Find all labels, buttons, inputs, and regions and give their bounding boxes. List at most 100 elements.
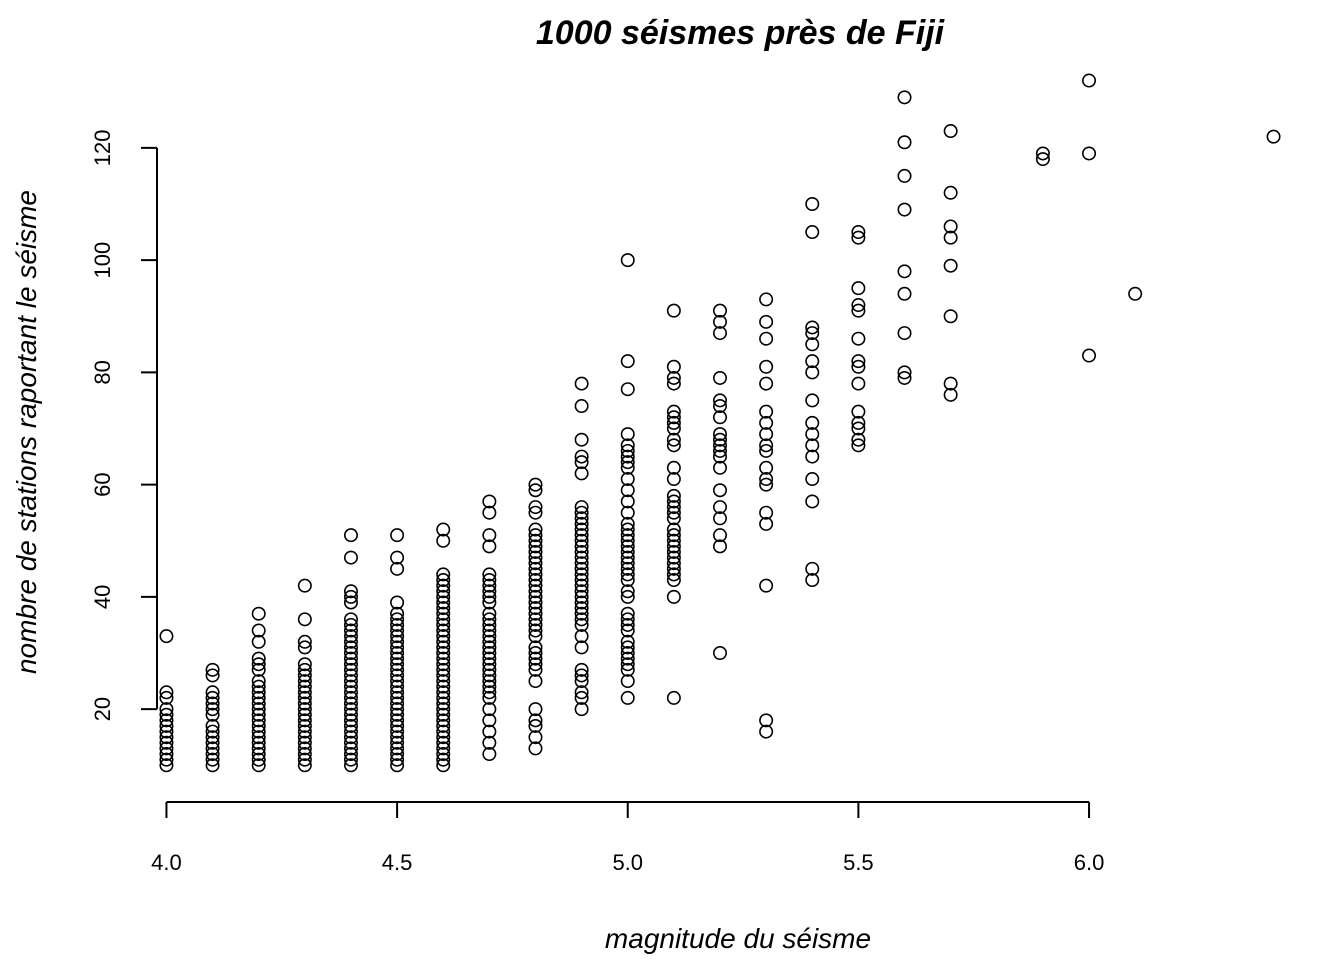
data-point [712,460,727,475]
data-point [436,646,451,661]
data-point [759,404,774,419]
data-point [574,606,589,621]
data-point [205,696,220,711]
data-point [897,365,912,380]
data-point [436,741,451,756]
data-point [620,606,635,621]
data-point [343,702,358,717]
data-point [759,516,774,531]
data-point [251,718,266,733]
data-point [297,735,312,750]
data-point [251,690,266,705]
data-point [482,657,497,672]
data-point [390,696,405,711]
data-point [159,747,174,762]
data-point [805,196,820,211]
y-tick-label: 40 [90,585,115,609]
data-point [666,573,681,588]
x-tick-label: 4.5 [382,850,413,875]
data-point [159,685,174,700]
data-point [666,511,681,526]
data-point [251,679,266,694]
data-point [436,589,451,604]
data-point [712,399,727,414]
data-point [390,606,405,621]
data-point [620,505,635,520]
data-point [343,629,358,644]
data-point [574,668,589,683]
data-point [390,690,405,705]
data-point [805,472,820,487]
data-point [666,533,681,548]
data-point [436,702,451,717]
data-point [666,561,681,576]
data-points [159,73,1281,773]
data-point [574,550,589,565]
data-point [574,584,589,599]
data-point [436,707,451,722]
data-point [805,438,820,453]
data-point [390,735,405,750]
data-point [436,567,451,582]
data-point [620,438,635,453]
data-point [620,657,635,672]
data-point [805,561,820,576]
data-point [205,724,220,739]
data-point [436,623,451,638]
data-point [666,410,681,425]
data-point [297,657,312,672]
data-point [805,494,820,509]
data-point [620,556,635,571]
data-point [620,612,635,627]
data-point [297,696,312,711]
data-point [528,730,543,745]
data-point [436,612,451,627]
data-point [666,550,681,565]
data-point [159,718,174,733]
data-point [759,443,774,458]
data-point [390,747,405,762]
data-point [805,365,820,380]
data-point [390,595,405,610]
data-point [666,421,681,436]
data-point [251,657,266,672]
data-point [482,612,497,627]
data-point [620,494,635,509]
data-point [528,718,543,733]
data-point [436,735,451,750]
data-point [436,634,451,649]
data-point [436,752,451,767]
data-point [574,662,589,677]
data-point [666,556,681,571]
data-point [297,747,312,762]
data-point [482,589,497,604]
data-point [805,225,820,240]
data-point [574,556,589,571]
data-point [436,595,451,610]
data-point [528,657,543,672]
data-point [482,713,497,728]
data-point [390,707,405,722]
data-point [528,561,543,576]
data-point [251,707,266,722]
data-point [620,690,635,705]
data-point [897,370,912,385]
data-point [620,522,635,537]
data-point [759,713,774,728]
data-point [482,623,497,638]
data-point [620,539,635,554]
data-point [297,741,312,756]
data-point [528,522,543,537]
data-point [1035,146,1050,161]
data-point [666,460,681,475]
data-point [343,634,358,649]
data-point [205,758,220,773]
data-point [482,567,497,582]
data-point [297,634,312,649]
data-point [851,376,866,391]
data-point [574,561,589,576]
data-point [851,421,866,436]
data-point [482,674,497,689]
data-point [620,443,635,458]
